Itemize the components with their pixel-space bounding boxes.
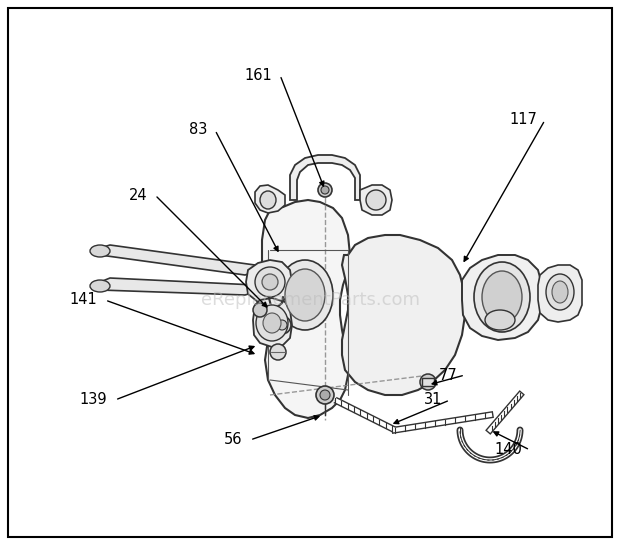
Text: eReplacementParts.com: eReplacementParts.com: [200, 291, 420, 309]
Polygon shape: [262, 200, 350, 418]
Ellipse shape: [277, 260, 333, 330]
Ellipse shape: [546, 274, 574, 310]
Ellipse shape: [482, 271, 522, 323]
Ellipse shape: [90, 280, 110, 292]
Ellipse shape: [285, 269, 325, 321]
Ellipse shape: [318, 183, 332, 197]
Bar: [422, 378, 434, 386]
Ellipse shape: [273, 316, 291, 334]
Polygon shape: [462, 255, 542, 340]
Polygon shape: [360, 185, 392, 215]
Ellipse shape: [366, 190, 386, 210]
Text: 56: 56: [223, 433, 242, 447]
Ellipse shape: [270, 344, 286, 360]
Polygon shape: [246, 260, 292, 305]
Ellipse shape: [262, 274, 278, 290]
Ellipse shape: [253, 303, 267, 317]
Polygon shape: [290, 155, 360, 200]
Ellipse shape: [277, 320, 287, 330]
Polygon shape: [100, 245, 255, 275]
Text: 141: 141: [69, 293, 97, 307]
Ellipse shape: [321, 186, 329, 194]
Ellipse shape: [256, 305, 288, 341]
Ellipse shape: [474, 262, 530, 332]
Ellipse shape: [263, 313, 281, 333]
Text: 117: 117: [509, 112, 537, 128]
Polygon shape: [100, 278, 255, 295]
Ellipse shape: [320, 390, 330, 400]
Text: 77: 77: [438, 367, 457, 383]
Text: 24: 24: [128, 187, 147, 203]
Text: 83: 83: [188, 123, 207, 137]
Text: 161: 161: [244, 68, 272, 82]
Ellipse shape: [260, 191, 276, 209]
Ellipse shape: [255, 267, 285, 297]
Polygon shape: [253, 298, 292, 347]
Ellipse shape: [420, 374, 436, 390]
Polygon shape: [538, 265, 582, 322]
Polygon shape: [342, 235, 465, 395]
Ellipse shape: [485, 310, 515, 330]
Text: 139: 139: [79, 392, 107, 408]
Text: 140: 140: [494, 443, 522, 457]
Ellipse shape: [316, 386, 334, 404]
Polygon shape: [255, 185, 285, 213]
Text: 31: 31: [423, 392, 442, 408]
Ellipse shape: [90, 245, 110, 257]
Ellipse shape: [552, 281, 568, 303]
